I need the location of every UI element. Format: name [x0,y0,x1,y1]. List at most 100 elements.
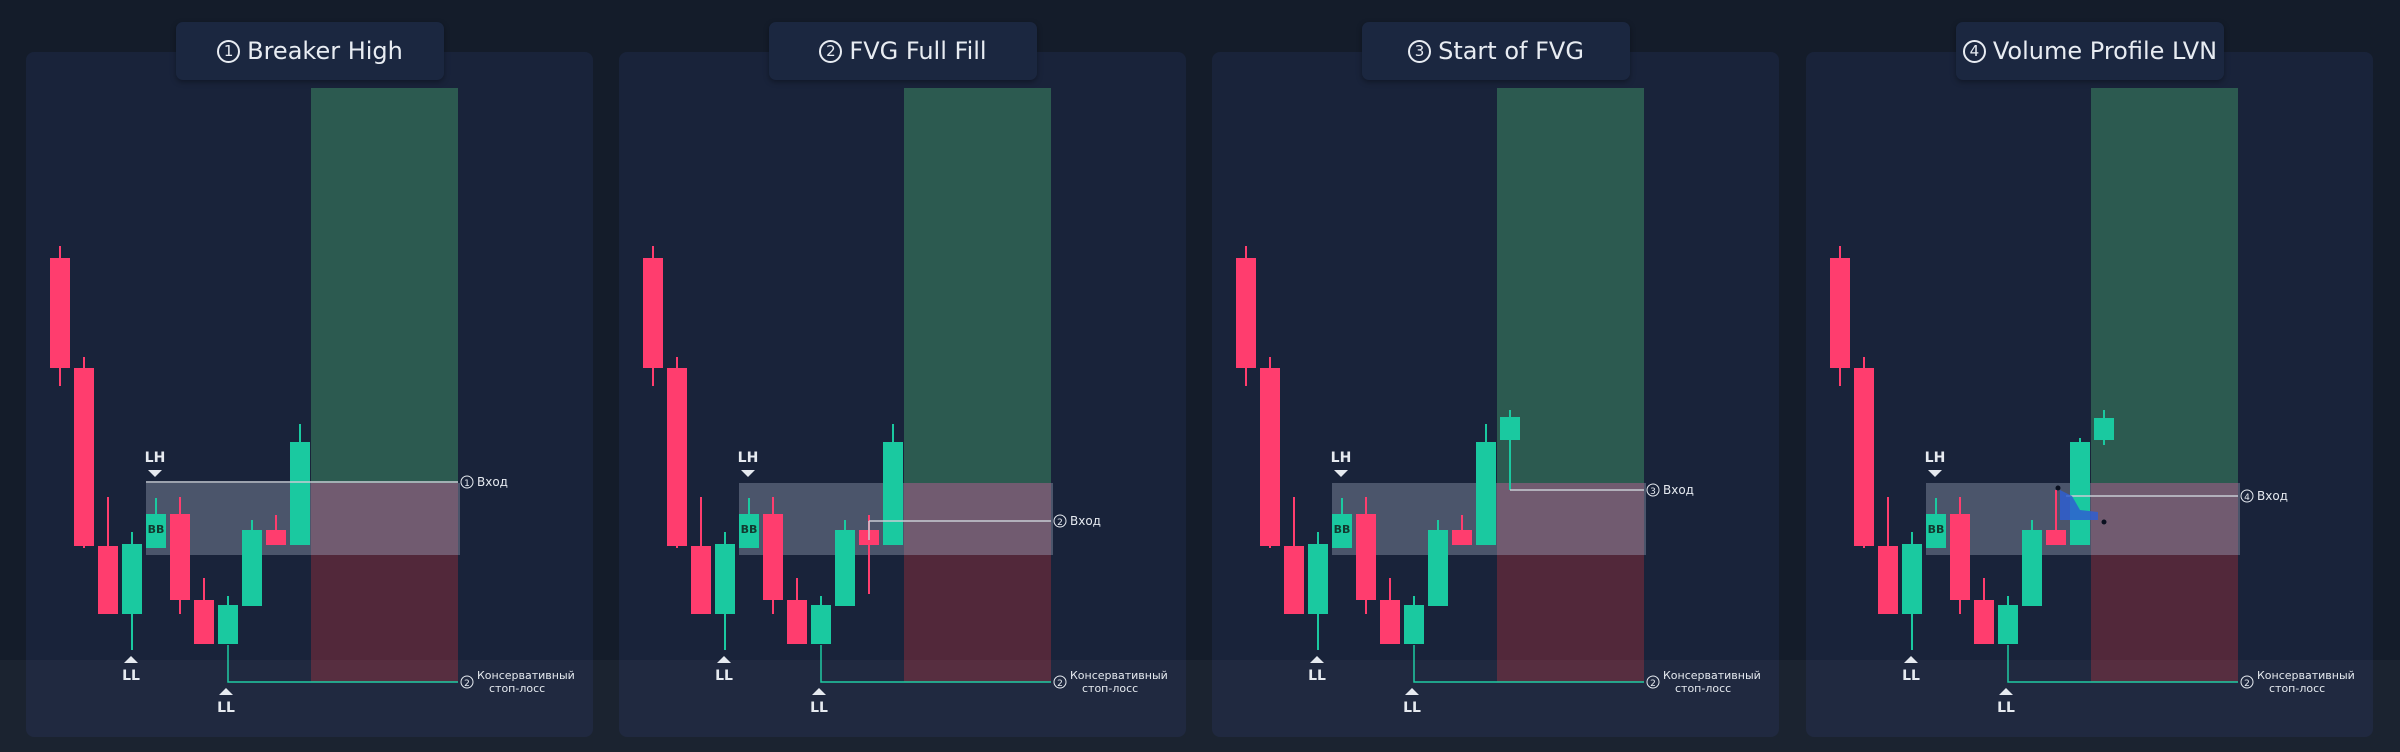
panel-4-candle-11-body [2046,530,2066,545]
panel-4-candle-5-body [1926,514,1946,548]
panel-3-title-tab: 3 Start of FVG [1362,22,1630,80]
panel-3-candle-1-body [1236,258,1256,368]
panel-2-stop-num-circle [1053,675,1067,689]
panel-3-candle-5-body [1332,514,1352,548]
panel-2-stop-num: 2 [1057,679,1063,689]
panel-2-entry-num-circle [1053,514,1067,528]
panel-2-ll-label-1: LL [715,668,733,684]
panel-1-candle-6-body [170,514,190,600]
panel-2-lh-marker-icon [741,470,755,477]
panel-1-lh-marker-icon [148,470,162,477]
panel-3-ll-marker-1-icon [1310,656,1324,663]
panel-3-candle-12-body [1500,417,1520,440]
panel-4-candle-4-body [1902,544,1922,614]
panel-3-title: Start of FVG [1438,37,1584,65]
panel-4-entry-num: 4 [2244,493,2250,503]
panel-2-stop-loss-line [820,645,1051,683]
panel-1-candle-7-body [194,600,214,644]
panel-3-stop-loss-line [1413,645,1644,683]
panel-2-candle-6-body [763,514,783,600]
panel-2-candle-5-body [739,514,759,548]
panel-1-ll-marker-2-icon [219,688,233,695]
panel-3-bb-label: BB [1334,523,1351,536]
panel-4-candle-1-body [1830,258,1850,368]
panel-3-loss-zone-shade [1497,555,1644,682]
panel-4-title: Volume Profile LVN [1992,37,2218,65]
panel-1-ll-marker-1-icon [124,656,138,663]
panel-2-stop-label-line-2: стоп-лосс [1082,682,1138,695]
panel-3-ll-label-1: LL [1308,668,1326,684]
panel-1-candle-5-body [146,514,166,548]
panel-3-entry-num: 3 [1650,487,1656,497]
panel-1-stop-label-line-1: Консервативный [477,669,575,682]
panel-2-stop-label-line-1: Консервативный [1070,669,1168,682]
panel-3-candle-10-body [1452,530,1472,545]
panel-3-candle-9-body [1428,530,1448,606]
panel-1-lh-label: LH [145,450,166,466]
panel-4-entry-num-circle [2240,489,2254,503]
panel-4-candle-9-body [2022,530,2042,606]
panel-4-vp-handle-2 [2101,519,2107,525]
panel-1-ll-label-2: LL [217,700,235,716]
panel-3-candle-3-body [1284,546,1304,614]
panel-4-loss-zone-shade [2091,555,2238,682]
panel-4-volume-profile-lvn [2060,490,2098,520]
panel-3-candle-11-body [1476,442,1496,545]
panel-1-entry-label: Вход [477,475,508,489]
panel-1-loss-zone [311,483,458,682]
panel-4-ll-marker-1-icon [1904,656,1918,663]
panel-3-candle-7-body [1380,600,1400,644]
panel-1-candle-11-body [290,442,310,545]
panel-2 [619,52,1186,737]
panel-3-candle-8-body [1404,605,1424,644]
panel-3-candle-6-body [1356,514,1376,600]
panel-4-stop-loss-line [2007,645,2238,683]
panel-4-number-badge: 4 [1962,39,1986,63]
panel-3-stop-num: 2 [1650,679,1656,689]
panel-1-title: Breaker High [247,37,403,65]
panel-3-profit-zone [1497,88,1644,483]
panel-1-loss-zone-shade [311,555,458,682]
panel-3-stop-label-line-1: Консервативный [1663,669,1761,682]
panel-3-ll-marker-2-icon [1405,688,1419,695]
panel-3-loss-zone [1497,483,1644,682]
panel-1-stop-label-line-2: стоп-лосс [489,682,545,695]
panel-2-ll-marker-1-icon [717,656,731,663]
panel-3-entry-num-circle [1646,483,1660,497]
panel-4-candle-7-body [1974,600,1994,644]
panel-4-stop-label-line-1: Консервативный [2257,669,2355,682]
panel-1-stop-num: 2 [464,679,470,689]
panel-4 [1806,52,2373,737]
panel-3-candle-4-body [1308,544,1328,614]
panel-2-loss-zone-shade [904,555,1051,682]
panel-4-ll-label-2: LL [1997,700,2015,716]
panel-2-candle-11-body [883,442,903,545]
panel-4-candle-12-body [2094,418,2114,440]
panel-2-ll-label-2: LL [810,700,828,716]
panel-4-stop-num: 2 [2244,679,2250,689]
panel-1-profit-zone [311,88,458,483]
panel-2-loss-zone [904,483,1051,682]
panel-2-candle-7-body [787,600,807,644]
panel-2-profit-zone [904,88,1051,483]
panel-2-ll-marker-2-icon [812,688,826,695]
panel-2-candle-8-body [811,605,831,644]
panel-2-title-tab: 2 FVG Full Fill [769,22,1037,80]
panel-4-entry-label: Вход [2257,489,2288,503]
panel-2-entry-num: 2 [1057,518,1063,528]
panel-1-stop-loss-line [227,645,458,683]
panel-1-candle-8-body [218,605,238,644]
panel-2-candle-1-body [643,258,663,368]
panel-3-number-badge: 3 [1408,39,1432,63]
panel-1-candle-10-body [266,530,286,545]
panel-1-entry-num-circle [460,475,474,489]
panel-2-lh-label: LH [738,450,759,466]
panel-3 [1212,52,1779,737]
panel-2-entry-label: Вход [1070,514,1101,528]
panel-4-stop-num-circle [2240,675,2254,689]
panel-1-candle-2-body [74,368,94,546]
panel-3-entry-label: Вход [1663,483,1694,497]
panel-2-candle-3-body [691,546,711,614]
panel-4-stop-label-line-2: стоп-лосс [2269,682,2325,695]
